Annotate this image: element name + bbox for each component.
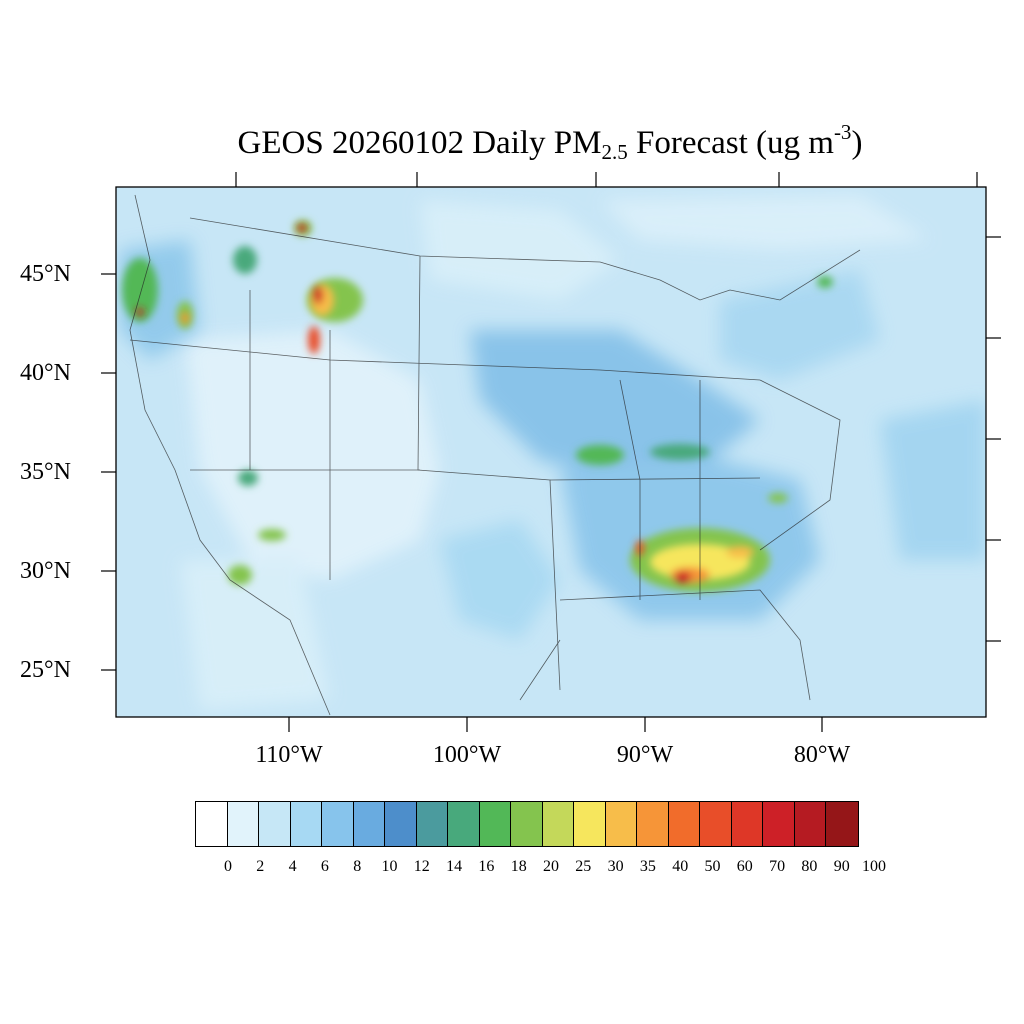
lon-label-110w: 110°W — [255, 742, 323, 768]
colorbar-swatch — [794, 802, 826, 846]
colorbar-swatch — [290, 802, 322, 846]
colorbar-label: 35 — [639, 858, 656, 875]
colorbar-swatch — [605, 802, 637, 846]
colorbar-label: 0 — [224, 858, 232, 875]
colorbar-label: 20 — [543, 858, 559, 875]
colorbar-label: 14 — [446, 858, 463, 875]
colorbar-swatch — [479, 802, 511, 846]
colorbar-swatch — [668, 802, 700, 846]
colorbar-swatch — [259, 802, 291, 846]
colorbar-label: 16 — [478, 858, 495, 875]
lon-label-90w: 90°W — [616, 742, 674, 768]
colorbar-label: 30 — [607, 858, 624, 875]
colorbar-swatch — [700, 802, 732, 846]
colorbar-label: 6 — [320, 858, 329, 875]
lat-label-35: 35°N — [20, 459, 71, 485]
lat-label-30: 30°N — [20, 558, 71, 584]
colorbar-label: 100 — [862, 858, 886, 875]
boundary-lines — [129, 194, 861, 716]
colorbar-swatch — [763, 802, 795, 846]
colorbar-swatch — [826, 802, 858, 846]
colorbar-label: 50 — [704, 858, 721, 875]
lon-label-80w: 80°W — [793, 742, 851, 768]
colorbar-label: 12 — [413, 858, 430, 875]
colorbar-swatch — [574, 802, 606, 846]
colorbar-swatch — [416, 802, 448, 846]
colorbar-swatch — [511, 802, 543, 846]
colorbar-label: 25 — [575, 858, 592, 875]
colorbar-swatch — [322, 802, 354, 846]
colorbar-label: 90 — [833, 858, 850, 875]
lat-label-40: 40°N — [20, 360, 71, 386]
colorbar-swatch — [448, 802, 480, 846]
colorbar-swatch — [637, 802, 669, 846]
colorbar-label: 8 — [353, 858, 362, 875]
lat-label-45: 45°N — [20, 261, 71, 287]
colorbar-swatch — [731, 802, 763, 846]
lon-label-100w: 100°W — [432, 742, 502, 768]
lat-label-25: 25°N — [20, 657, 71, 683]
axis-ticks — [101, 172, 1001, 732]
colorbar-label: 10 — [381, 858, 398, 875]
colorbar-label: 80 — [801, 858, 818, 875]
colorbar-label: 2 — [256, 858, 265, 875]
colorbar-label: 60 — [736, 858, 753, 875]
colorbar-label: 4 — [288, 858, 297, 875]
colorbar-label: 18 — [510, 858, 527, 875]
colorbar — [195, 801, 859, 847]
colorbar-swatch — [385, 802, 417, 846]
low-concentration-field — [180, 195, 930, 710]
colorbar-swatch — [542, 802, 574, 846]
colorbar-label: 40 — [672, 858, 689, 875]
colorbar-swatch — [227, 802, 259, 846]
colorbar-label: 70 — [769, 858, 786, 875]
map-title: GEOS 20260102 Daily PM2.5 Forecast (ug m… — [237, 120, 863, 164]
colorbar-swatch — [353, 802, 385, 846]
colorbar-swatch — [196, 802, 228, 846]
